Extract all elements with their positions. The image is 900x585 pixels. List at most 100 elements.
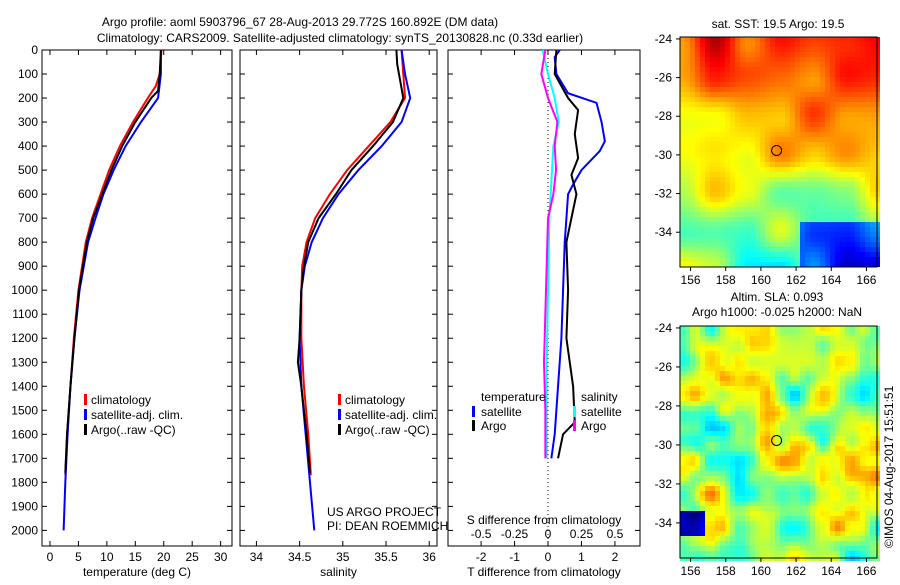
map-cell <box>735 232 740 237</box>
map-cell <box>740 501 745 506</box>
map-cell <box>860 117 865 122</box>
panel-temperature: 0 5 10 15 20 25 300100200300400500600700800900… <box>11 43 233 579</box>
map-cell <box>815 516 820 521</box>
map-cell <box>830 496 835 501</box>
y-tick-label: 400 <box>18 139 38 153</box>
map-cell <box>720 476 725 481</box>
map-cell <box>775 331 780 336</box>
map-cell <box>825 551 830 556</box>
map-cell <box>700 92 705 97</box>
map-cell <box>765 242 770 247</box>
map-cell <box>715 536 720 541</box>
map-cell <box>825 546 830 551</box>
map-cell <box>775 142 780 147</box>
map-cell <box>790 506 795 511</box>
map-cell <box>845 466 850 471</box>
map-cell <box>810 177 815 182</box>
map-cell <box>810 37 815 42</box>
map-cell <box>740 62 745 67</box>
map-cell <box>820 187 825 192</box>
map-cell <box>855 441 860 446</box>
map-cell <box>830 526 835 531</box>
map-cell <box>740 52 745 57</box>
map-cell <box>815 182 820 187</box>
map-cell <box>745 466 750 471</box>
map-cell <box>780 152 785 157</box>
map-cell <box>820 92 825 97</box>
map-cell <box>750 381 755 386</box>
map-cell <box>820 356 825 361</box>
map-cell <box>755 42 760 47</box>
map-cell <box>860 326 865 331</box>
map-cell <box>830 87 835 92</box>
series-line-argo-raw-qc- <box>296 49 405 473</box>
map-cell <box>840 466 845 471</box>
map-cell <box>790 436 795 441</box>
map-cell <box>730 237 735 242</box>
map-cell <box>720 406 725 411</box>
map-cell <box>775 396 780 401</box>
map-cell <box>805 421 810 426</box>
map-cell <box>690 451 695 456</box>
map-cell <box>700 147 705 152</box>
map-cell <box>695 232 700 237</box>
map-cell <box>705 202 710 207</box>
map-cell <box>710 501 715 506</box>
map-cell <box>790 421 795 426</box>
map-cell <box>760 202 765 207</box>
map-cell <box>820 436 825 441</box>
map-cell <box>800 401 805 406</box>
map-cell <box>770 371 775 376</box>
map-cell <box>710 546 715 551</box>
map-cell <box>795 87 800 92</box>
map-cell <box>690 232 695 237</box>
map-cell <box>800 351 805 356</box>
map-cell <box>810 331 815 336</box>
map-cell <box>720 182 725 187</box>
map-cell <box>830 72 835 77</box>
map-cell <box>795 326 800 331</box>
map-cell <box>820 152 825 157</box>
map-cell <box>795 541 800 546</box>
map-cell <box>710 152 715 157</box>
map-cell <box>765 52 770 57</box>
map-cell <box>785 67 790 72</box>
map-cell <box>815 506 820 511</box>
map-cell <box>800 187 805 192</box>
map-cell <box>745 546 750 551</box>
map-cell <box>840 172 845 177</box>
map-cell <box>680 192 685 197</box>
map-cell <box>720 361 725 366</box>
map-cell <box>705 237 710 242</box>
map-cell <box>855 172 860 177</box>
map-cell <box>830 82 835 87</box>
map-cell <box>800 47 805 52</box>
map-cell <box>805 52 810 57</box>
map-cell <box>870 376 875 381</box>
map-cell <box>815 247 820 252</box>
map-cell <box>760 72 765 77</box>
map-cell <box>810 411 815 416</box>
map-cell <box>685 506 690 511</box>
map-cell <box>790 212 795 217</box>
map-cell <box>765 57 770 62</box>
map-cell <box>800 257 805 262</box>
map-cell <box>795 232 800 237</box>
map-cell <box>715 546 720 551</box>
map-cell <box>685 501 690 506</box>
map-cell <box>755 122 760 127</box>
map-cell <box>730 381 735 386</box>
map-cell <box>820 222 825 227</box>
map-cell <box>715 491 720 496</box>
map-cell <box>680 257 685 262</box>
map-cell <box>770 356 775 361</box>
map-cell <box>855 202 860 207</box>
map-cell <box>770 197 775 202</box>
map-cell <box>750 237 755 242</box>
map-cell <box>845 536 850 541</box>
map-cell <box>845 481 850 486</box>
map-cell <box>835 122 840 127</box>
map-cell <box>815 361 820 366</box>
map-cell <box>730 192 735 197</box>
map-cell <box>790 187 795 192</box>
